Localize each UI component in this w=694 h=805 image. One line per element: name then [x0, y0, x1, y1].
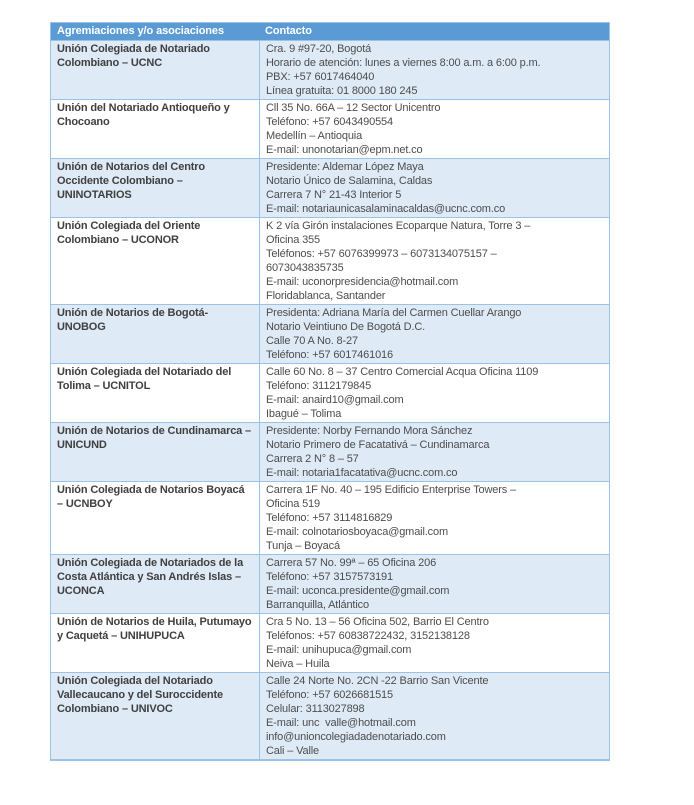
contact-line: E-mail: uconorpresidencia@hotmail.com	[266, 276, 459, 288]
contact-line: Teléfono: +57 6017461016	[266, 349, 393, 361]
association-name: Unión de Notarios de Huila, Putumayo y C…	[57, 616, 252, 642]
contact-info: Cll 35 No. 66A – 12 Sector Unicentro Telé…	[259, 100, 609, 158]
table-row: Unión Colegiada del Notariado Vallecauca…	[51, 672, 609, 759]
contact-line: E-mail: notaria1facatativa@ucnc.com.co	[266, 467, 458, 479]
contact-line: Horario de atención: lunes a viernes 8:0…	[266, 57, 541, 69]
table-row: Unión de Notarios de Cundinamarca – UNIC…	[51, 422, 609, 481]
contact-info: Presidente: Norby Fernando Mora Sánchez N…	[259, 423, 609, 481]
contact-line: Teléfonos: +57 6076399973 – 607313407515…	[266, 248, 497, 260]
contact-line: Calle 24 Norte No. 2CN -22 Barrio San Vi…	[266, 675, 489, 687]
association-name: Unión de Notarios de Cundinamarca – UNIC…	[57, 425, 252, 451]
contact-line: Barranquilla, Atlántico	[266, 599, 369, 611]
contact-line: Presidenta: Adriana María del Carmen Cue…	[266, 307, 522, 319]
association-name: Unión Colegiada de Notariado Colombiano …	[57, 43, 210, 69]
contact-info: Presidenta: Adriana María del Carmen Cue…	[259, 305, 609, 363]
table-row: Unión Colegiada de Notarios Boyacá – UCN…	[51, 481, 609, 554]
contact-line: Teléfono: +57 3157573191	[266, 571, 393, 583]
table-row: Unión Colegiada de Notariados de la Cost…	[51, 554, 609, 613]
contact-line: E-mail: unonotarian@epm.net.co	[266, 144, 423, 156]
contact-line: Teléfonos: +57 60838722432, 3152138128	[266, 630, 470, 642]
contact-line: E-mail: unihupuca@gmail.com	[266, 644, 412, 656]
contact-line: Carrera 2 N° 8 – 57	[266, 453, 359, 465]
contact-line: Oficina 355	[266, 234, 320, 246]
contact-info: Calle 60 No. 8 – 37 Centro Comercial Acq…	[259, 364, 609, 422]
contact-line: Notario Primero de Facatativá – Cundinam…	[266, 439, 490, 451]
table-row: Unión de Notarios del Centro Occidente C…	[51, 158, 609, 217]
contact-line: Calle 70 A No. 8-27	[266, 335, 358, 347]
contact-line: E-mail: notariaunicasalaminacaldas@ucnc.…	[266, 203, 506, 215]
table-row: Unión Colegiada de Notariado Colombiano …	[51, 40, 609, 99]
contact-info: K 2 vía Girón instalaciones Ecoparque Na…	[259, 218, 609, 304]
contact-line: Ibagué – Tolima	[266, 408, 342, 420]
contact-line: Tunja – Boyacá	[266, 540, 340, 552]
contact-info: Cra. 9 #97-20, Bogotá Horario de atención…	[259, 41, 609, 99]
contact-line: Teléfono: 3112179845	[266, 380, 372, 392]
association-name: Unión del Notariado Antioqueño y Chocoan…	[57, 102, 230, 128]
table-row: Unión de Notarios de Huila, Putumayo y C…	[51, 613, 609, 672]
table-row: Unión de Notarios de Bogotá- UNOBOG Presi…	[51, 304, 609, 363]
contact-line: Medellín – Antioquia	[266, 130, 363, 142]
contact-info: Cra 5 No. 13 – 56 Oficina 502, Barrio El…	[259, 614, 609, 672]
contact-info: Presidente: Aldemar López Maya Notario Ún…	[259, 159, 609, 217]
contact-line: Carrera 7 N° 21-43 Interior 5	[266, 189, 402, 201]
contact-info: Calle 24 Norte No. 2CN -22 Barrio San Vi…	[259, 673, 609, 759]
association-name: Unión Colegiada de Notariados de la Cost…	[57, 557, 244, 597]
contact-line: Cra. 9 #97-20, Bogotá	[266, 43, 372, 55]
association-name: Unión de Notarios del Centro Occidente C…	[57, 161, 205, 201]
associations-contact-table: Agremiaciones y/o asociaciones Contacto …	[50, 22, 610, 761]
contact-line: Teléfono: +57 6043490554	[266, 116, 393, 128]
association-name: Unión Colegiada de Notarios Boyacá – UCN…	[57, 484, 245, 510]
contact-line: E-mail: uconca.presidente@gmail.com	[266, 585, 450, 597]
table-body: Unión Colegiada de Notariado Colombiano …	[51, 40, 609, 759]
contact-info: Carrera 1F No. 40 – 195 Edificio Enterpr…	[259, 482, 609, 554]
contact-line: Notario Veintiuno De Bogotá D.C.	[266, 321, 426, 333]
contact-line: Celular: 3113027898	[266, 703, 365, 715]
contact-line: Floridablanca, Santander	[266, 290, 386, 302]
contact-line: Notario Único de Salamina, Caldas	[266, 175, 433, 187]
contact-line: Cra 5 No. 13 – 56 Oficina 502, Barrio El…	[266, 616, 489, 628]
column-header-contacto: Contacto	[265, 25, 312, 37]
contact-line: Neiva – Huila	[266, 658, 330, 670]
contact-line: Presidente: Norby Fernando Mora Sánchez	[266, 425, 473, 437]
contact-line: Cll 35 No. 66A – 12 Sector Unicentro	[266, 102, 441, 114]
association-name: Unión Colegiada del Oriente Colombiano –…	[57, 220, 201, 246]
association-name: Unión Colegiada del Notariado Vallecauca…	[57, 675, 223, 715]
contact-line: Cali – Valle	[266, 745, 320, 757]
contact-line: Carrera 1F No. 40 – 195 Edificio Enterpr…	[266, 484, 517, 496]
contact-line: Teléfono: +57 6026681515	[266, 689, 393, 701]
table-row: Unión Colegiada del Oriente Colombiano –…	[51, 217, 609, 304]
table-header-row: Agremiaciones y/o asociaciones Contacto	[51, 23, 609, 40]
contact-line: info@unioncolegiadadenotariado.com	[266, 731, 446, 743]
contact-info: Carrera 57 No. 99ª – 65 Oficina 206 Teléf…	[259, 555, 609, 613]
contact-line: Línea gratuita: 01 8000 180 245	[266, 85, 418, 97]
column-header-agremiaciones: Agremiaciones y/o asociaciones	[57, 25, 224, 37]
contact-line: Presidente: Aldemar López Maya	[266, 161, 424, 173]
contact-line: PBX: +57 6017464040	[266, 71, 375, 83]
table-row: Unión del Notariado Antioqueño y Chocoan…	[51, 99, 609, 158]
contact-line: E-mail: anaird10@gmail.com	[266, 394, 404, 406]
contact-line: E-mail: colnotariosboyaca@gmail.com	[266, 526, 448, 538]
contact-line: Teléfono: +57 3114816829	[266, 512, 393, 524]
contact-line: 6073043835735	[266, 262, 344, 274]
table-row: Unión Colegiada del Notariado del Tolima…	[51, 363, 609, 422]
association-name: Unión de Notarios de Bogotá- UNOBOG	[57, 307, 209, 333]
contact-line: K 2 vía Girón instalaciones Ecoparque Na…	[266, 220, 531, 232]
association-name: Unión Colegiada del Notariado del Tolima…	[57, 366, 232, 392]
contact-line: Calle 60 No. 8 – 37 Centro Comercial Acq…	[266, 366, 539, 378]
contact-line: E-mail: unc valle@hotmail.com	[266, 717, 416, 729]
contact-line: Carrera 57 No. 99ª – 65 Oficina 206	[266, 557, 437, 569]
contact-line: Oficina 519	[266, 498, 320, 510]
